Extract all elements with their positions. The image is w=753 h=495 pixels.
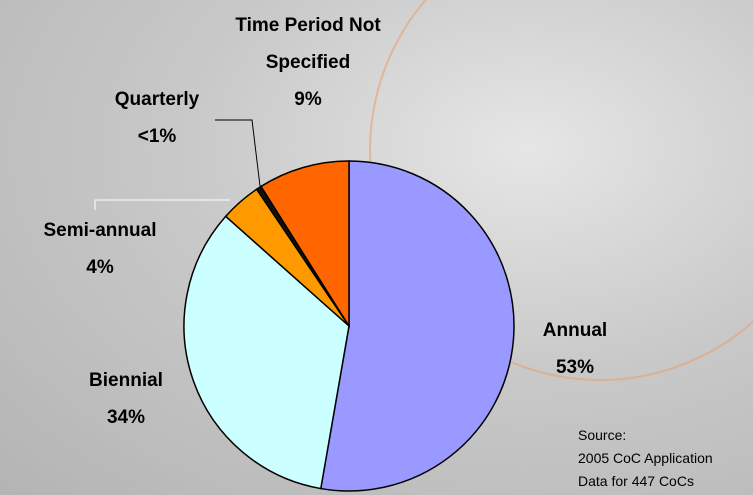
background-arc	[369, 0, 753, 381]
pie-slice	[319, 160, 515, 492]
slice-label: Quarterly <1%	[114, 89, 200, 147]
pie-slice	[183, 215, 350, 490]
source-note: Source: 2005 CoC Application Data for 44…	[578, 424, 713, 493]
slice-label: Biennial 34%	[89, 370, 163, 428]
pie-slice	[259, 160, 350, 329]
leader-line	[215, 119, 261, 187]
slices	[183, 160, 515, 492]
source-line: Source:	[578, 427, 627, 443]
source-line: 2005 CoC Application	[578, 450, 713, 466]
slice-label: Semi-annual 4%	[43, 220, 157, 278]
slice-label: Time Period Not Specified 9%	[235, 15, 381, 110]
slice-label: Annual 53%	[542, 320, 608, 378]
source-line: Data for 447 CoCs	[578, 473, 694, 489]
leader-line	[94, 199, 230, 210]
